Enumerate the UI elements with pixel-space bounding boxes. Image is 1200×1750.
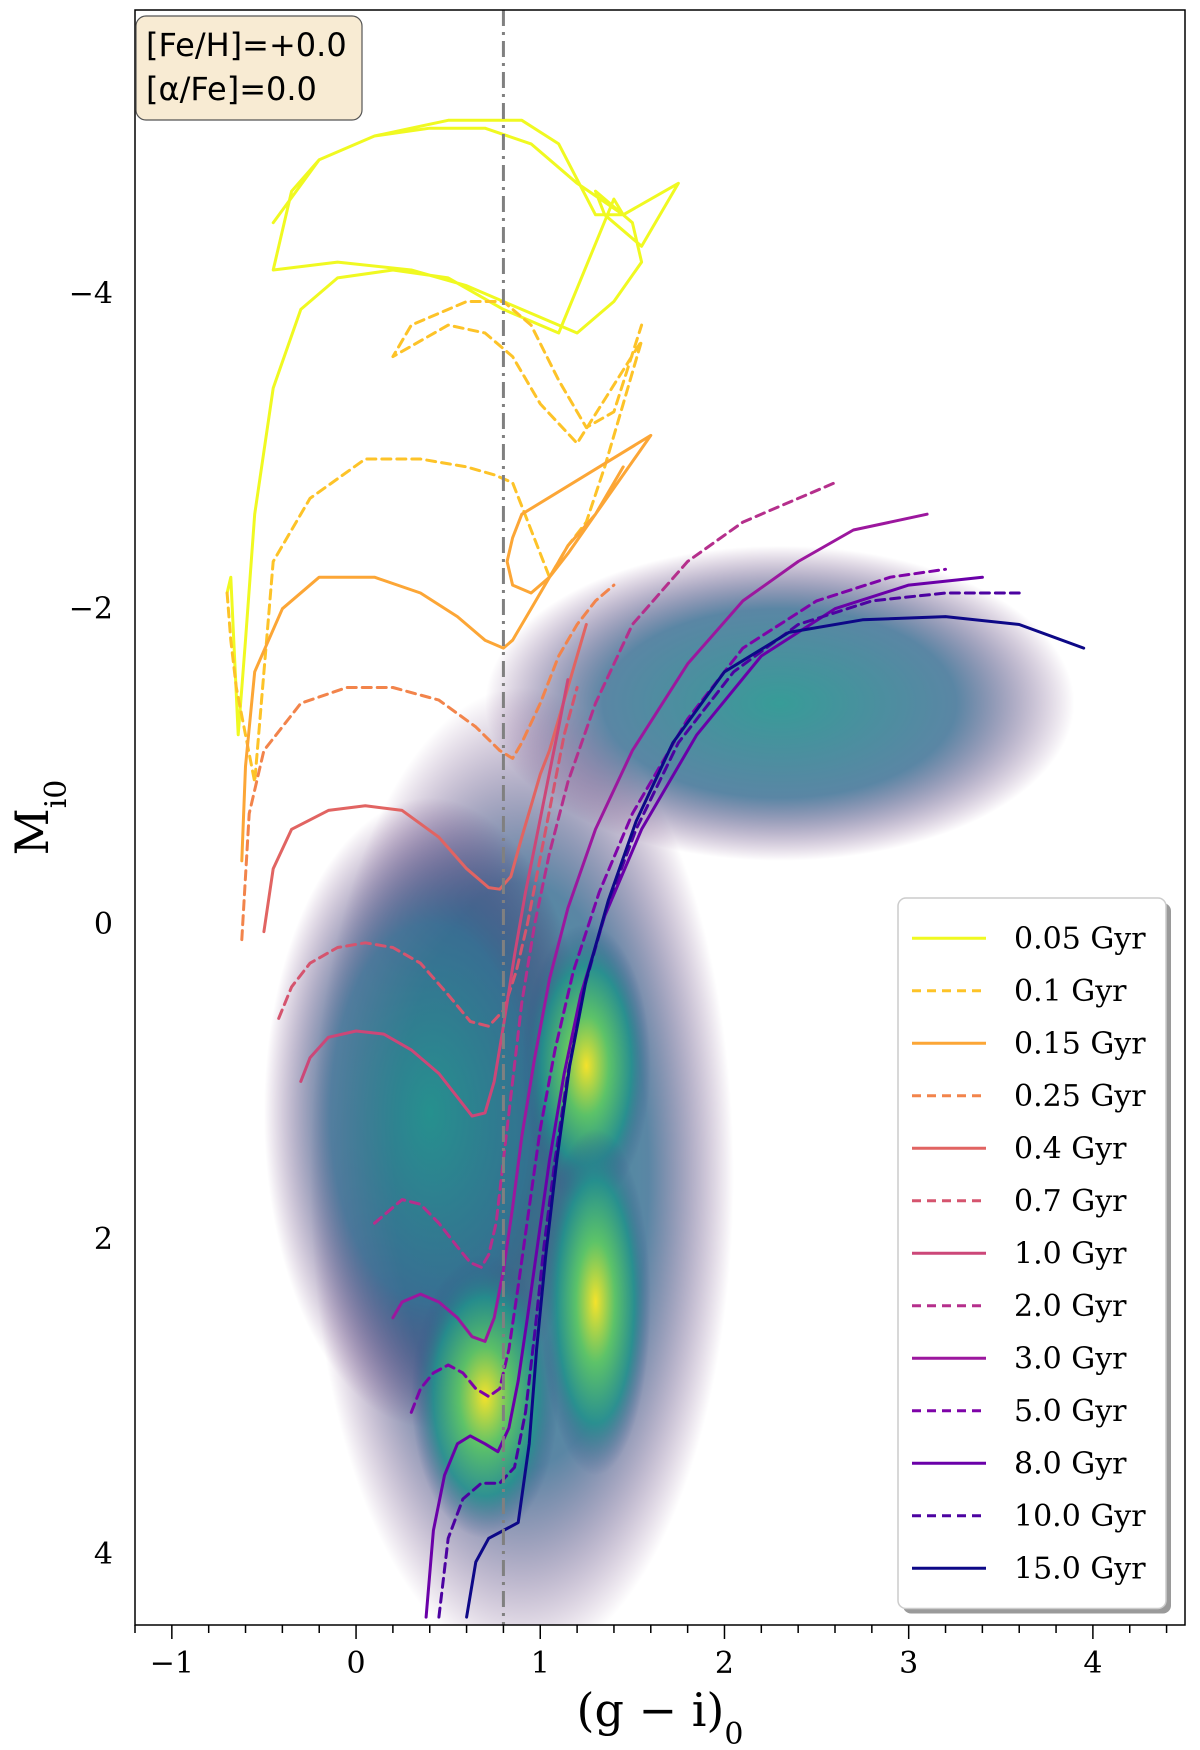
x-tick-label: 0: [347, 1646, 366, 1681]
y-axis: −4 −2 0 2 4: [69, 277, 113, 1572]
legend: 0.05 Gyr 0.1 Gyr 0.15 Gyr 0.25 Gyr 0.4 Gyr 0.…: [897, 897, 1171, 1614]
series-line-1: [225, 300, 644, 784]
series-line-4: [262, 623, 588, 934]
y-axis-label: Mi0: [5, 780, 74, 856]
legend-label: 0.15 Gyr: [1014, 1026, 1146, 1061]
x-axis: −1 0 1 2 3 4: [134, 1625, 1168, 1681]
y-tick-label: 0: [94, 907, 113, 942]
density-blob: [411, 1254, 559, 1539]
series-line-0: [225, 118, 680, 737]
annotation-feh: [Fe/H]=+0.0: [146, 26, 347, 64]
legend-label: 0.05 Gyr: [1014, 921, 1146, 956]
x-tick-label: 4: [1083, 1646, 1102, 1681]
x-tick-label: 3: [899, 1646, 918, 1681]
series-line-3: [240, 583, 616, 942]
x-tick-label: 1: [531, 1646, 550, 1681]
x-tick-label: −1: [150, 1646, 194, 1681]
y-tick-label: −4: [69, 277, 113, 312]
series-line-7: [373, 481, 837, 1269]
y-tick-label: 2: [94, 1222, 113, 1257]
annotation-box: [Fe/H]=+0.0 [α/Fe]=0.0: [135, 15, 363, 121]
y-tick-label: −2: [69, 592, 113, 627]
legend-box: [897, 897, 1167, 1610]
density-blob: [540, 1128, 651, 1476]
legend-label: 5.0 Gyr: [1014, 1394, 1127, 1429]
legend-label: 10.0 Gyr: [1014, 1499, 1146, 1534]
series-line-5: [277, 686, 579, 1028]
series-line-12: [465, 615, 1086, 1619]
legend-label: 0.25 Gyr: [1014, 1079, 1146, 1114]
legend-label: 1.0 Gyr: [1014, 1236, 1127, 1271]
legend-label: 0.4 Gyr: [1014, 1131, 1127, 1166]
x-axis-label: (g − i)0: [577, 1683, 744, 1750]
legend-label: 0.1 Gyr: [1014, 974, 1127, 1009]
plot-frame: [134, 9, 1186, 1626]
x-tick-label: 2: [715, 1646, 734, 1681]
series-line-6: [299, 678, 570, 1118]
legend-label: 0.7 Gyr: [1014, 1184, 1127, 1219]
legend-label: 2.0 Gyr: [1014, 1289, 1127, 1324]
isochrone-series: [225, 118, 1086, 1619]
y-tick-label: 4: [94, 1537, 113, 1572]
annotation-alpha: [α/Fe]=0.0: [146, 70, 317, 108]
legend-label: 15.0 Gyr: [1014, 1551, 1146, 1586]
series-line-10: [424, 575, 984, 1619]
legend-label: 8.0 Gyr: [1014, 1446, 1127, 1481]
legend-label: 3.0 Gyr: [1014, 1341, 1127, 1376]
series-line-2: [240, 433, 653, 863]
series-line-8: [391, 512, 929, 1343]
